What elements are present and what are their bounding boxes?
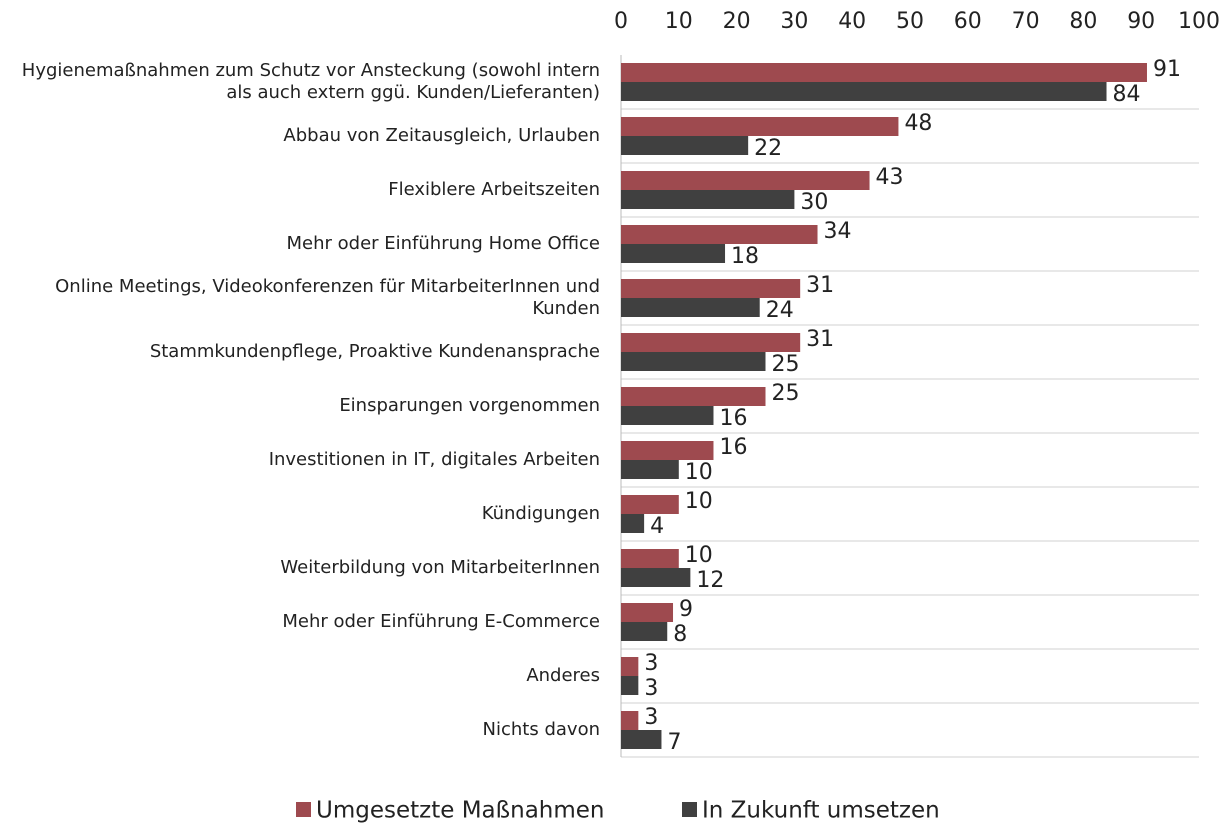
category-label: Weiterbildung von MitarbeiterInnen (280, 557, 600, 578)
x-tick-label: 40 (838, 9, 866, 34)
value-label: 3 (644, 676, 658, 701)
value-label: 16 (719, 435, 747, 460)
category-label: Mehr oder Einführung Home Office (286, 233, 601, 254)
category-label: Anderes (526, 665, 600, 686)
value-label: 43 (876, 165, 904, 190)
bar (621, 279, 801, 298)
value-label: 25 (772, 352, 800, 377)
value-label: 8 (673, 622, 687, 647)
x-tick-label: 60 (954, 9, 982, 34)
x-tick-label: 50 (896, 9, 924, 34)
bar (621, 676, 639, 695)
value-label: 22 (754, 136, 782, 161)
value-label: 7 (667, 730, 681, 755)
bar (621, 730, 662, 749)
bar (621, 171, 870, 190)
value-label: 10 (685, 460, 713, 485)
x-tick-label: 90 (1127, 9, 1155, 34)
bar (621, 190, 795, 209)
value-label: 24 (766, 298, 794, 323)
bar (621, 352, 766, 371)
x-tick-label: 20 (723, 9, 751, 34)
value-label: 91 (1153, 57, 1181, 82)
legend-swatch (682, 802, 697, 817)
legend-label: In Zukunft umsetzen (702, 798, 940, 824)
value-label: 48 (904, 111, 932, 136)
category-label: Mehr oder Einführung E-Commerce (282, 611, 600, 632)
bar (621, 136, 749, 155)
value-label: 30 (800, 190, 828, 215)
bar (621, 495, 679, 514)
x-tick-label: 30 (780, 9, 808, 34)
x-tick-label: 80 (1069, 9, 1097, 34)
category-label: Online Meetings, Videokonferenzen für Mi… (55, 276, 600, 319)
value-label: 10 (685, 489, 713, 514)
value-label: 84 (1113, 82, 1141, 107)
category-label: Investitionen in IT, digitales Arbeiten (268, 449, 600, 470)
value-label: 25 (772, 381, 800, 406)
bar (621, 549, 679, 568)
value-label: 3 (644, 705, 658, 730)
value-label: 34 (824, 219, 852, 244)
category-label: Hygienemaßnahmen zum Schutz vor Anstecku… (21, 60, 600, 103)
bar (621, 225, 818, 244)
x-tick-label: 70 (1012, 9, 1040, 34)
bar (621, 568, 691, 587)
category-label: Flexiblere Arbeitszeiten (388, 179, 600, 200)
value-label: 12 (696, 568, 724, 593)
bar (621, 244, 726, 263)
x-tick-label: 10 (665, 9, 693, 34)
legend-label: Umgesetzte Maßnahmen (316, 798, 605, 824)
legend-swatch (296, 802, 311, 817)
value-label: 4 (650, 514, 664, 539)
value-label: 31 (806, 327, 834, 352)
x-tick-label: 0 (614, 9, 628, 34)
bar (621, 514, 645, 533)
bar (621, 333, 801, 352)
bar (621, 622, 668, 641)
bar (621, 117, 899, 136)
bar (621, 441, 714, 460)
bar (621, 711, 639, 730)
category-label: Einsparungen vorgenommen (339, 395, 600, 416)
category-label: Abbau von Zeitausgleich, Urlauben (283, 125, 600, 146)
bar (621, 63, 1147, 82)
bar (621, 603, 674, 622)
category-label: Stammkundenpflege, Proaktive Kundenanspr… (149, 341, 600, 362)
bar (621, 460, 679, 479)
value-label: 3 (644, 651, 658, 676)
value-label: 9 (679, 597, 693, 622)
x-tick-label: 100 (1178, 9, 1220, 34)
value-label: 18 (731, 244, 759, 269)
value-label: 16 (719, 406, 747, 431)
bar (621, 387, 766, 406)
bar (621, 406, 714, 425)
category-label: Kündigungen (481, 503, 600, 524)
bar (621, 298, 760, 317)
value-label: 31 (806, 273, 834, 298)
bar (621, 82, 1107, 101)
bar (621, 657, 639, 676)
category-label: Nichts davon (482, 719, 600, 740)
value-label: 10 (685, 543, 713, 568)
